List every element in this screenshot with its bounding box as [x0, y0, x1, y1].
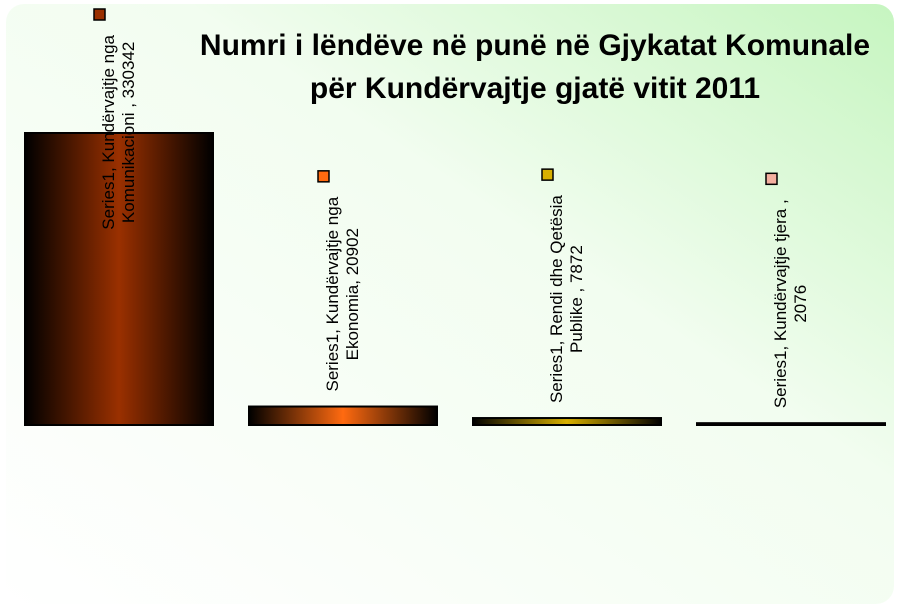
bar: [472, 417, 662, 427]
data-label: Series1, Kundërvajtje ngaEkonomia, 20902: [323, 196, 362, 391]
data-label: Series1, Kundërvajtje tjera ,2076: [771, 199, 810, 408]
legend-key: [765, 172, 778, 186]
bar: [696, 422, 886, 426]
bar: [248, 405, 438, 427]
chart-title: Numri i lëndëve në punë në Gjykatat Komu…: [200, 29, 870, 105]
bar: [24, 132, 214, 426]
data-label: Series1, Kundërvajtje ngaKomunikacioni ,…: [99, 34, 138, 229]
legend-key: [541, 168, 554, 181]
legend-key: [317, 170, 330, 183]
chart-area: [6, 4, 894, 604]
data-label: Series1, Rendi dhe QetësiaPublike , 7872: [547, 195, 586, 403]
legend-key: [93, 8, 106, 21]
